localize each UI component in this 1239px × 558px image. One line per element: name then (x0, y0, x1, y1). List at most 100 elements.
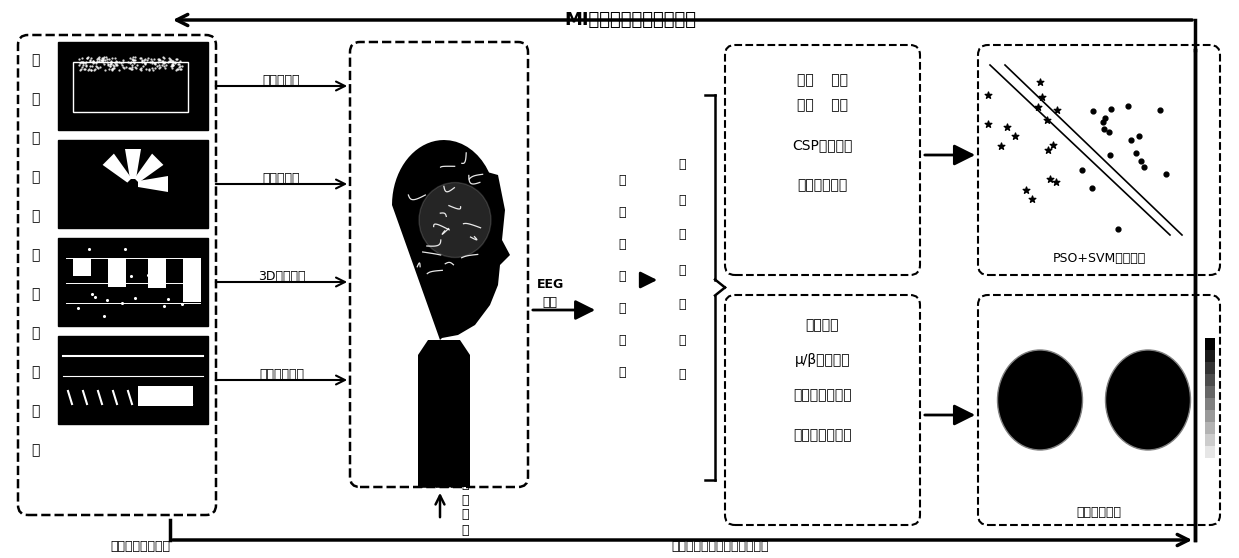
Point (1126, 148, 1146, 157)
Point (1031, 78, 1051, 86)
Polygon shape (103, 153, 131, 182)
Point (165, 57, 185, 66)
Point (138, 55, 157, 64)
Ellipse shape (997, 350, 1083, 450)
Text: 想: 想 (31, 248, 40, 262)
Text: 脑: 脑 (678, 158, 685, 171)
Point (105, 59, 125, 68)
Point (166, 65, 186, 74)
Bar (183, 258, 201, 302)
Point (171, 65, 191, 74)
Point (100, 61, 120, 70)
Point (72, 57, 92, 66)
Point (85, 292, 105, 301)
Text: 3D生活场景: 3D生活场景 (258, 271, 305, 283)
Point (131, 65, 151, 74)
Text: PSO+SVM意图识别: PSO+SVM意图识别 (1052, 252, 1146, 264)
Point (89, 53, 109, 62)
Point (89, 55, 109, 64)
Bar (1206, 350, 1215, 362)
Point (73, 61, 93, 70)
Point (154, 62, 173, 71)
Point (170, 59, 190, 68)
Point (120, 53, 140, 62)
Point (139, 64, 159, 73)
Point (115, 244, 135, 253)
Point (84, 57, 104, 66)
Point (123, 60, 142, 69)
Point (150, 60, 170, 69)
Point (77, 54, 97, 62)
Point (152, 53, 172, 62)
Bar (1206, 410, 1215, 422)
Point (87, 61, 107, 70)
Text: μ/β频带能量: μ/β频带能量 (794, 353, 850, 367)
Point (68, 54, 88, 63)
Text: 取: 取 (618, 365, 626, 378)
Point (135, 60, 155, 69)
Point (130, 65, 150, 74)
Point (1131, 157, 1151, 166)
Text: 窗: 窗 (618, 238, 626, 251)
Text: 可视化神经激活状态实时反馈: 可视化神经激活状态实时反馈 (672, 541, 768, 554)
Point (93, 54, 113, 63)
Point (87, 62, 107, 71)
Point (103, 64, 123, 73)
Point (92, 55, 112, 64)
Point (126, 63, 146, 72)
Bar (138, 386, 193, 406)
Point (154, 54, 173, 62)
Text: 虚拟游戏场景: 虚拟游戏场景 (259, 368, 304, 382)
Point (1150, 106, 1170, 115)
Point (73, 57, 93, 66)
Point (90, 62, 110, 71)
Point (1094, 113, 1114, 122)
Point (76, 61, 95, 70)
Point (1038, 146, 1058, 155)
Point (1129, 131, 1149, 140)
Point (104, 61, 124, 70)
Point (88, 54, 108, 62)
Text: 采集: 采集 (543, 296, 558, 310)
Bar (1206, 446, 1215, 458)
Point (140, 57, 160, 66)
Point (167, 65, 187, 74)
Point (92, 56, 112, 65)
Point (135, 59, 155, 68)
Point (72, 65, 92, 74)
Point (83, 56, 103, 65)
Point (105, 54, 125, 62)
Text: 图片、视频: 图片、视频 (263, 172, 300, 185)
Point (78, 65, 98, 74)
Point (98, 60, 118, 69)
Point (144, 54, 164, 63)
Point (131, 63, 151, 72)
Point (134, 61, 154, 70)
Point (1121, 136, 1141, 145)
Point (121, 65, 141, 74)
Bar (1206, 434, 1215, 446)
Text: 诱: 诱 (31, 326, 40, 340)
Point (125, 56, 145, 65)
Point (124, 59, 144, 68)
Point (119, 64, 139, 73)
Point (157, 295, 177, 304)
Point (83, 58, 103, 67)
Point (121, 272, 141, 281)
Point (93, 54, 113, 62)
Point (72, 63, 92, 72)
Point (1118, 102, 1137, 111)
Point (123, 55, 142, 64)
Point (978, 119, 997, 128)
Point (167, 55, 187, 64)
Bar (58, 42, 208, 130)
Point (108, 57, 128, 66)
Point (161, 56, 181, 65)
Polygon shape (392, 140, 510, 340)
Point (1005, 132, 1025, 141)
Point (164, 56, 183, 65)
Point (76, 57, 95, 66)
Point (154, 59, 173, 68)
Point (88, 63, 108, 72)
Point (160, 56, 180, 65)
